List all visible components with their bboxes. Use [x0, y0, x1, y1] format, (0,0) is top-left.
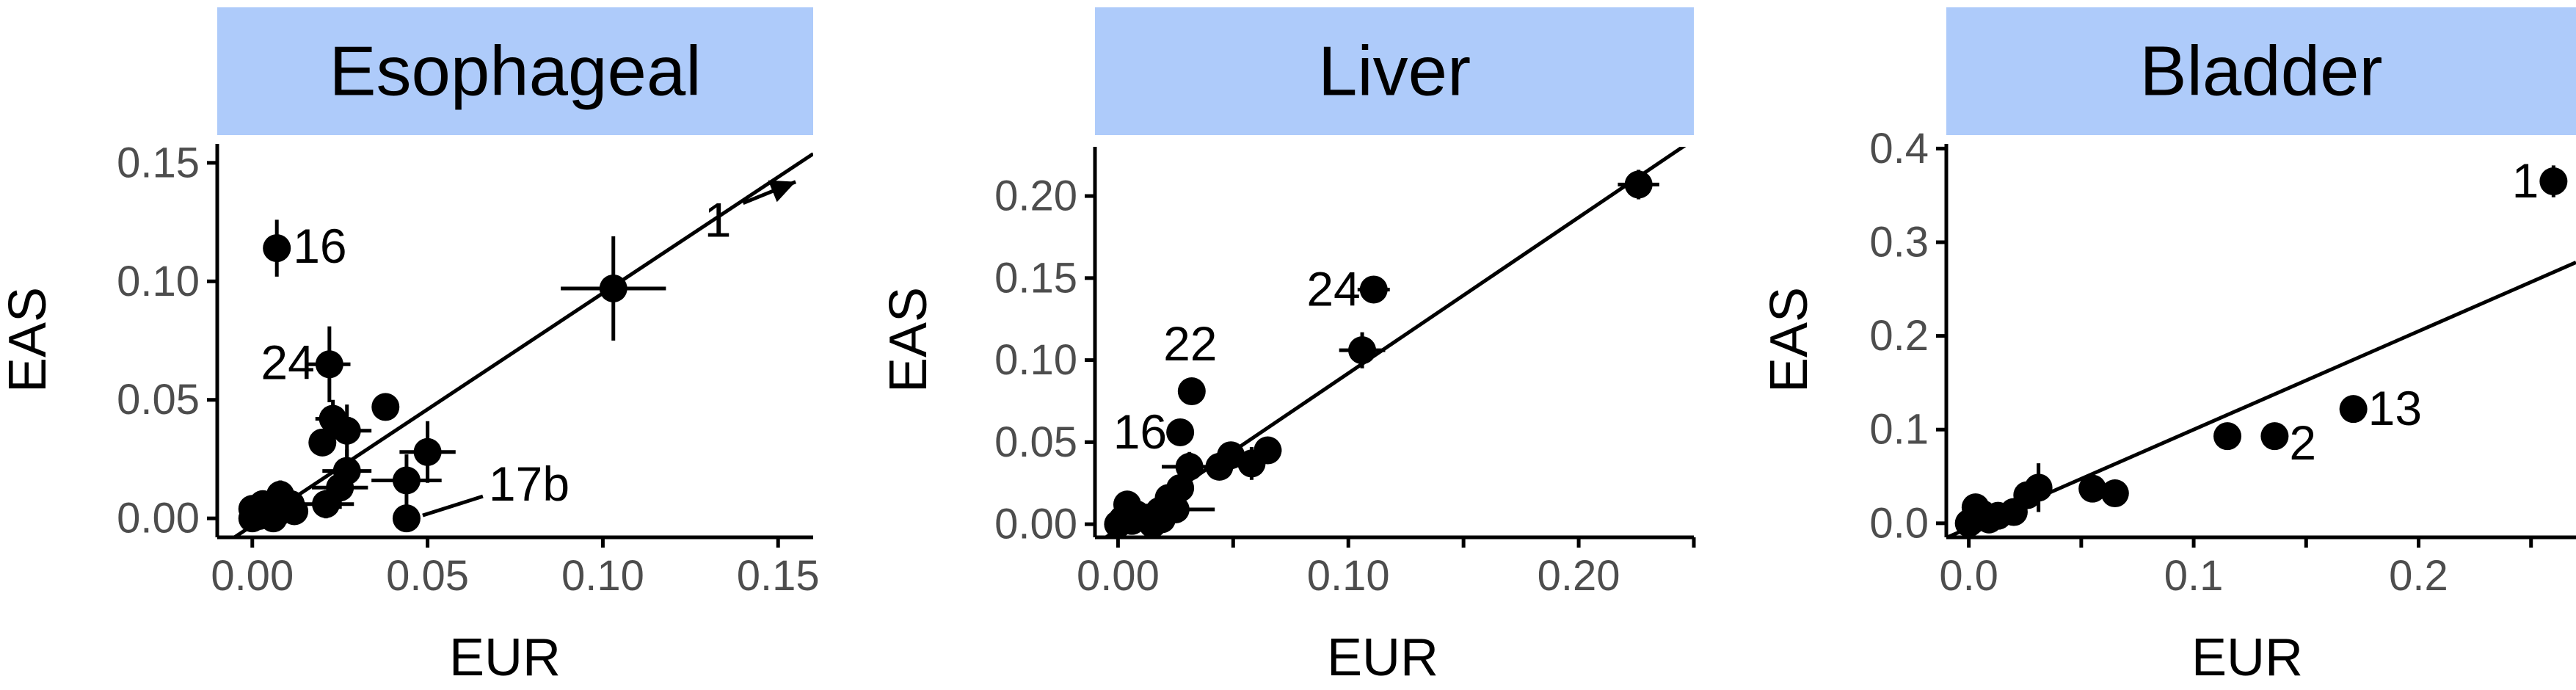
point-label: 2 — [2289, 415, 2316, 470]
point-label: 16 — [1113, 404, 1167, 459]
panel-esophageal: Esophageal 0.00 0.05 0.10 0.150.000.050.100… — [0, 7, 820, 687]
y-axis-title-esophageal: EAS — [0, 287, 57, 393]
data-point — [392, 466, 421, 495]
point-label: 22 — [1163, 316, 1217, 371]
y-axis-title-bladder: EAS — [1760, 287, 1819, 393]
y-tick-label: 0.05 — [994, 418, 1077, 466]
panel-title-liver: Liver — [1318, 32, 1471, 111]
data-point — [2213, 422, 2242, 451]
strip-esophageal — [217, 7, 813, 135]
data-point — [259, 504, 288, 533]
panel-title-esophageal: Esophageal — [329, 32, 701, 111]
point-label: 13 — [2368, 381, 2422, 435]
y-tick-label: 0.0 — [1869, 499, 1929, 547]
y-tick-label: 0.20 — [994, 172, 1077, 220]
point-label: 1 — [2512, 153, 2539, 208]
y-tick-label: 0.3 — [1869, 219, 1929, 266]
data-point — [315, 350, 343, 379]
data-point — [1166, 418, 1195, 446]
data-point — [1104, 510, 1132, 539]
x-axis-title-liver: EUR — [1327, 628, 1438, 687]
data-point — [1205, 452, 1234, 481]
x-tick-label: 0.00 — [211, 552, 294, 600]
point-label: 17b — [489, 457, 570, 511]
offscale-label: 1 — [705, 193, 732, 247]
strip-liver — [1095, 7, 1694, 135]
data-point — [1148, 505, 1176, 534]
y-tick-label: 0.10 — [117, 258, 200, 305]
data-point — [2100, 479, 2129, 508]
point-label: 16 — [293, 219, 346, 273]
y-tick-label: 0.15 — [117, 139, 200, 186]
x-tick-label: 0.0 — [1939, 552, 1998, 600]
data-point — [280, 497, 309, 526]
point-label: 24 — [1306, 261, 1360, 316]
x-tick-label: 0.05 — [386, 552, 469, 600]
x-tick-label: 0.15 — [737, 552, 820, 600]
data-point — [2339, 395, 2368, 424]
data-point — [238, 495, 266, 523]
data-point — [2539, 167, 2568, 196]
data-point — [1348, 336, 1377, 365]
y-tick-label: 0.10 — [994, 336, 1077, 384]
x-tick-label: 0.00 — [1077, 552, 1160, 600]
data-point — [392, 504, 421, 533]
data-point — [2260, 422, 2289, 451]
data-point — [1177, 377, 1206, 406]
y-tick-label: 0.00 — [117, 495, 200, 542]
x-axis-title-esophageal: EUR — [449, 628, 561, 687]
data-point — [371, 393, 400, 421]
data-point — [1359, 275, 1388, 304]
plot-area-esophageal: 0.00 0.05 0.10 0.15 0.00 0.05 0.10 0.15 16 24 17b 1 — [117, 139, 820, 600]
data-point — [308, 428, 337, 457]
x-tick-label: 0.10 — [1307, 552, 1390, 600]
data-point — [413, 437, 442, 466]
offscale-arrow-head — [768, 180, 796, 203]
y-tick-label: 0.1 — [1869, 406, 1929, 454]
data-point — [2078, 474, 2107, 503]
panel-bladder: Bladder 0.0 0.1 0.2 0.0 0.1 0.2 0.3 0.4 1 13 2 EUR… — [1760, 7, 2576, 687]
x-axis-title-bladder: EUR — [2191, 628, 2303, 687]
label-leader-line — [422, 494, 484, 518]
panel-liver: Liver 0.00 0.10 0.20 0.00 0.05 0.10 0.15 0.20 24… — [879, 7, 1696, 687]
data-point — [263, 234, 291, 263]
y-tick-label: 0.2 — [1869, 312, 1929, 360]
y-tick-label: 0.00 — [994, 501, 1077, 548]
point-label: 24 — [261, 335, 314, 389]
x-tick-label: 0.20 — [1538, 552, 1620, 600]
data-point — [1624, 170, 1653, 199]
y-tick-label: 0.05 — [117, 376, 200, 424]
x-tick-label: 0.10 — [561, 552, 644, 600]
plot-area-liver: 0.00 0.10 0.20 0.00 0.05 0.10 0.15 0.20 24 22 16 — [994, 147, 1696, 600]
plot-area-bladder: 0.0 0.1 0.2 0.0 0.1 0.2 0.3 0.4 1 13 2 — [1869, 125, 2576, 600]
x-tick-label: 0.2 — [2389, 552, 2448, 600]
strip-bladder — [1946, 7, 2576, 135]
data-point — [599, 274, 627, 302]
data-point — [1954, 509, 1983, 537]
data-point — [312, 490, 341, 518]
fit-line — [230, 152, 813, 537]
x-tick-label: 0.1 — [2164, 552, 2224, 600]
y-tick-label: 0.4 — [1869, 125, 1929, 172]
y-tick-label: 0.15 — [994, 254, 1077, 302]
data-point — [332, 416, 361, 445]
y-axis-title-liver: EAS — [879, 287, 938, 393]
panel-title-bladder: Bladder — [2140, 32, 2383, 111]
data-point — [1175, 452, 1204, 481]
data-point — [1237, 449, 1266, 478]
